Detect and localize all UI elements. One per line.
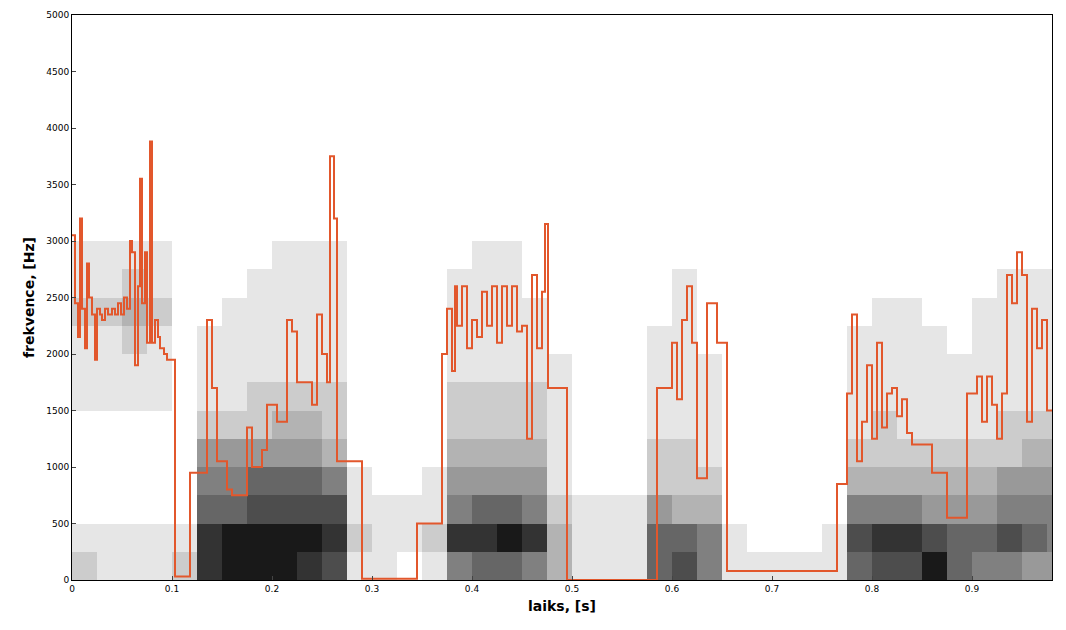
svg-text:1500: 1500 <box>46 406 69 416</box>
svg-text:0.4: 0.4 <box>465 584 480 594</box>
svg-text:0.7: 0.7 <box>765 584 779 594</box>
svg-text:5000: 5000 <box>46 10 69 20</box>
svg-text:0.6: 0.6 <box>665 584 680 594</box>
svg-text:2500: 2500 <box>46 293 69 303</box>
svg-text:frekvence, [Hz]: frekvence, [Hz] <box>21 237 37 358</box>
svg-text:4000: 4000 <box>46 123 69 133</box>
svg-text:2000: 2000 <box>46 349 69 359</box>
svg-text:3500: 3500 <box>46 180 69 190</box>
svg-text:0: 0 <box>69 584 75 594</box>
svg-text:0.8: 0.8 <box>865 584 880 594</box>
svg-text:500: 500 <box>52 519 69 529</box>
svg-text:0.9: 0.9 <box>965 584 980 594</box>
svg-text:0.5: 0.5 <box>565 584 579 594</box>
svg-text:0.3: 0.3 <box>365 584 379 594</box>
svg-text:laiks, [s]: laiks, [s] <box>528 598 596 614</box>
svg-text:3000: 3000 <box>46 236 69 246</box>
svg-text:0.1: 0.1 <box>165 584 179 594</box>
svg-text:4500: 4500 <box>46 67 69 77</box>
svg-text:1000: 1000 <box>46 462 69 472</box>
svg-text:0.2: 0.2 <box>265 584 279 594</box>
svg-text:0: 0 <box>63 575 69 585</box>
